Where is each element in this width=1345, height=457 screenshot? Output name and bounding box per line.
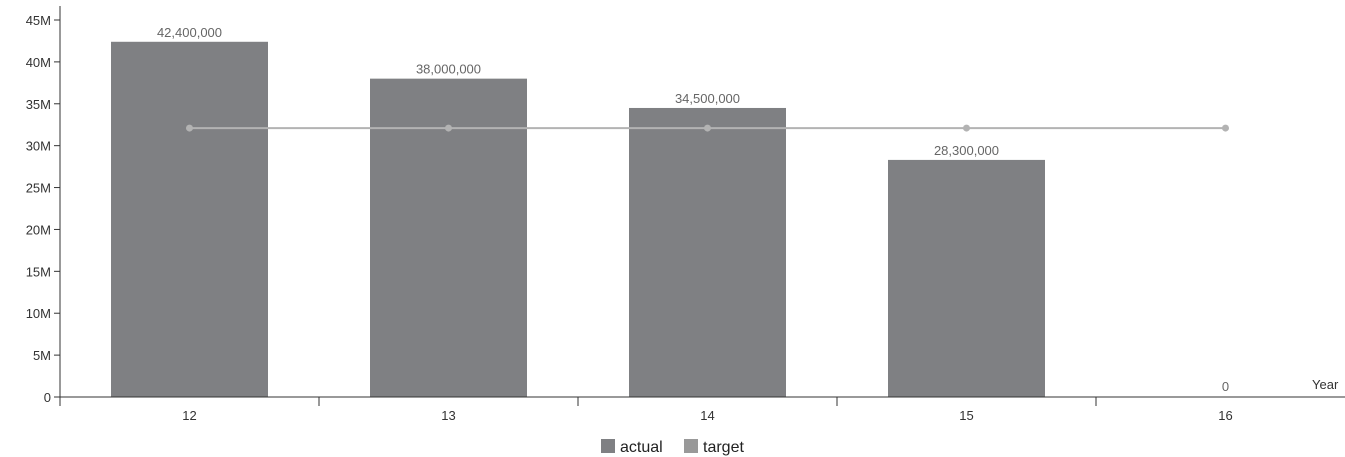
target-point-16 (1222, 124, 1229, 132)
bar-15 (888, 159, 1045, 397)
y-tick-label-6: 30M (26, 139, 51, 154)
x-tick-label-16: 16 (1218, 408, 1232, 423)
axes-layer: 0 5M 10M 15M 20M 25M 30M 35M 40M 45M 12 13 14 15 16 (26, 6, 1345, 423)
x-tick-label-12: 12 (182, 408, 196, 423)
target-line-layer (186, 124, 1229, 132)
y-tick-label-3: 15M (26, 264, 51, 279)
y-tick-label-5: 25M (26, 181, 51, 196)
y-tick-label-8: 40M (26, 55, 51, 70)
legend-swatch-actual (601, 439, 615, 453)
target-point-13 (445, 124, 452, 132)
bar-13 (370, 78, 527, 398)
data-label-13: 38,000,000 (416, 62, 481, 77)
legend-label-actual: actual (620, 439, 663, 456)
target-point-15 (963, 124, 970, 132)
legend-swatch-target (684, 439, 698, 453)
data-label-12: 42,400,000 (157, 25, 222, 40)
target-point-14 (704, 124, 711, 132)
target-point-12 (186, 124, 193, 132)
y-tick-label-7: 35M (26, 97, 51, 112)
y-tick-label-0: 0 (44, 390, 51, 405)
legend: actual target (601, 439, 744, 456)
x-tick-label-14: 14 (700, 408, 714, 423)
bar-12 (111, 41, 268, 397)
y-tick-label-2: 10M (26, 306, 51, 321)
y-tick-label-1: 5M (33, 348, 51, 363)
x-tick-label-15: 15 (959, 408, 973, 423)
legend-label-target: target (703, 439, 744, 456)
data-label-14: 34,500,000 (675, 91, 740, 106)
data-label-15: 28,300,000 (934, 143, 999, 158)
x-axis-title: Year (1312, 377, 1339, 392)
y-tick-label-4: 20M (26, 222, 51, 237)
data-label-16: 0 (1222, 379, 1229, 394)
x-tick-label-13: 13 (441, 408, 455, 423)
bar-14 (629, 107, 786, 397)
bars-layer: 42,400,000 38,000,000 34,500,000 28,300,000… (111, 25, 1229, 398)
y-tick-label-9: 45M (26, 13, 51, 28)
